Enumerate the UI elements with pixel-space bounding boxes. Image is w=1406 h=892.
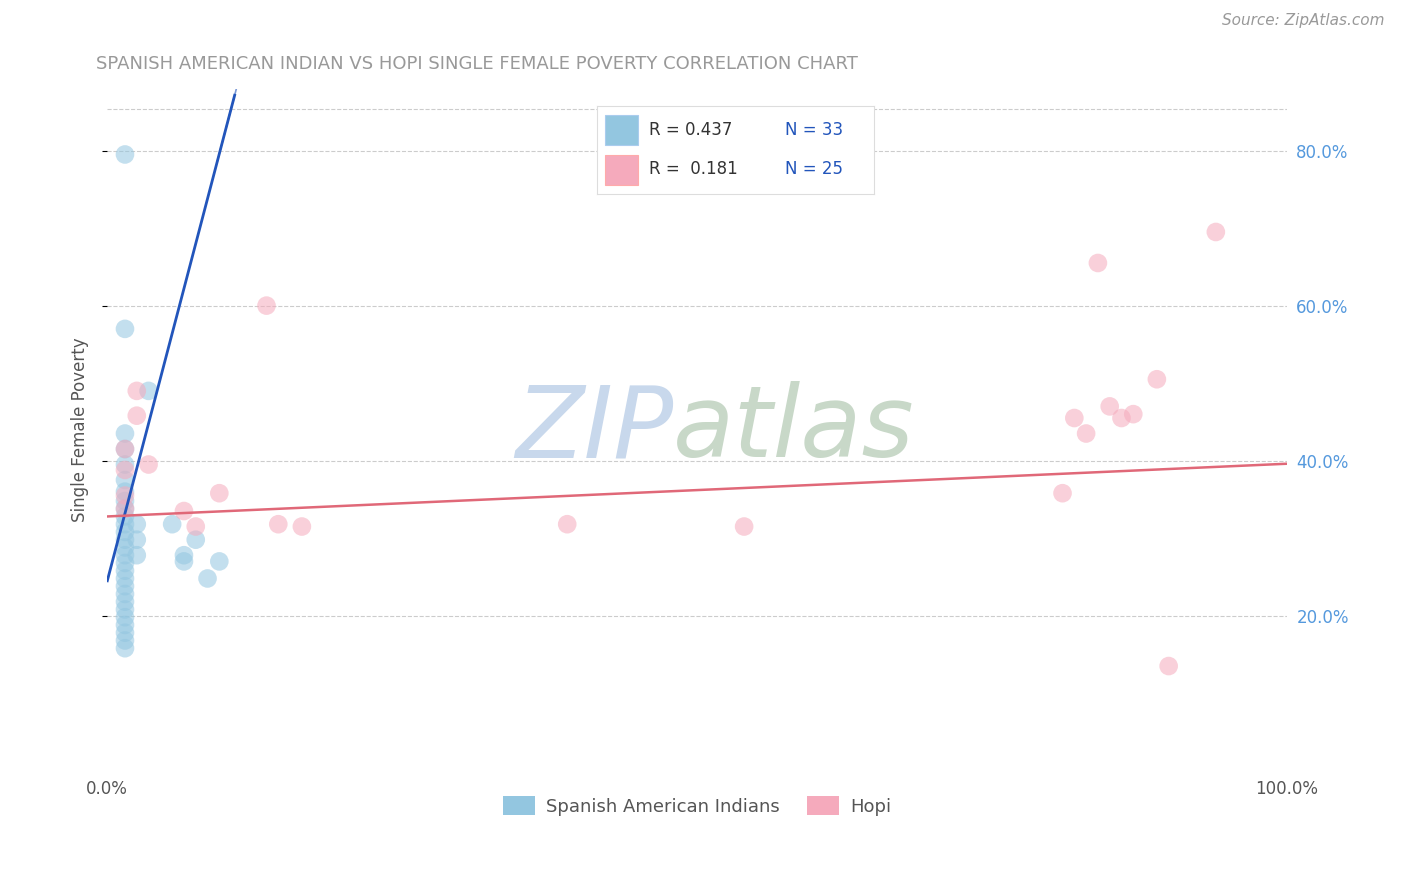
Point: [184, 533, 207, 547]
Legend: Spanish American Indians, Hopi: Spanish American Indians, Hopi: [495, 789, 898, 823]
Point: [114, 579, 136, 593]
Point: [125, 548, 148, 562]
Point: [1052, 486, 1074, 500]
Y-axis label: Single Female Poverty: Single Female Poverty: [72, 337, 89, 522]
Point: [114, 517, 136, 532]
Point: [125, 409, 148, 423]
Point: [1111, 411, 1133, 425]
Point: [1122, 407, 1144, 421]
Point: [114, 571, 136, 585]
Point: [114, 618, 136, 632]
Point: [114, 587, 136, 601]
Point: [138, 458, 160, 472]
Point: [173, 504, 195, 518]
Point: [114, 494, 136, 508]
Point: [1087, 256, 1109, 270]
Point: [114, 564, 136, 578]
Point: [173, 548, 195, 562]
Point: [114, 633, 136, 648]
Point: [114, 610, 136, 624]
Point: [114, 509, 136, 524]
Point: [114, 625, 136, 640]
Point: [114, 556, 136, 570]
Point: [114, 473, 136, 487]
Point: [114, 458, 136, 472]
Point: [114, 501, 136, 516]
Point: [114, 442, 136, 456]
Point: [114, 489, 136, 503]
Point: [267, 517, 290, 532]
Point: [1157, 659, 1180, 673]
Point: [114, 595, 136, 609]
Point: [1098, 400, 1121, 414]
Point: [138, 384, 160, 398]
Point: [1063, 411, 1085, 425]
Point: [114, 602, 136, 616]
Point: [114, 524, 136, 539]
Point: [114, 322, 136, 336]
Point: [125, 384, 148, 398]
Point: [256, 299, 278, 313]
Point: [208, 486, 231, 500]
Point: [114, 501, 136, 516]
Text: Source: ZipAtlas.com: Source: ZipAtlas.com: [1222, 13, 1385, 28]
Text: atlas: atlas: [673, 381, 915, 478]
Point: [114, 641, 136, 656]
Point: [114, 147, 136, 161]
Point: [114, 533, 136, 547]
Point: [173, 554, 195, 568]
Point: [114, 463, 136, 477]
Point: [114, 541, 136, 555]
Point: [114, 426, 136, 441]
Text: ZIP: ZIP: [515, 381, 673, 478]
Point: [208, 554, 231, 568]
Point: [291, 519, 314, 533]
Point: [733, 519, 755, 533]
Point: [555, 517, 578, 532]
Point: [1074, 426, 1097, 441]
Point: [114, 548, 136, 562]
Point: [114, 442, 136, 456]
Point: [197, 571, 219, 585]
Point: [125, 533, 148, 547]
Point: [184, 519, 207, 533]
Point: [1146, 372, 1168, 386]
Point: [1205, 225, 1227, 239]
Point: [125, 517, 148, 532]
Point: [160, 517, 183, 532]
Point: [114, 484, 136, 499]
Text: SPANISH AMERICAN INDIAN VS HOPI SINGLE FEMALE POVERTY CORRELATION CHART: SPANISH AMERICAN INDIAN VS HOPI SINGLE F…: [96, 55, 858, 73]
